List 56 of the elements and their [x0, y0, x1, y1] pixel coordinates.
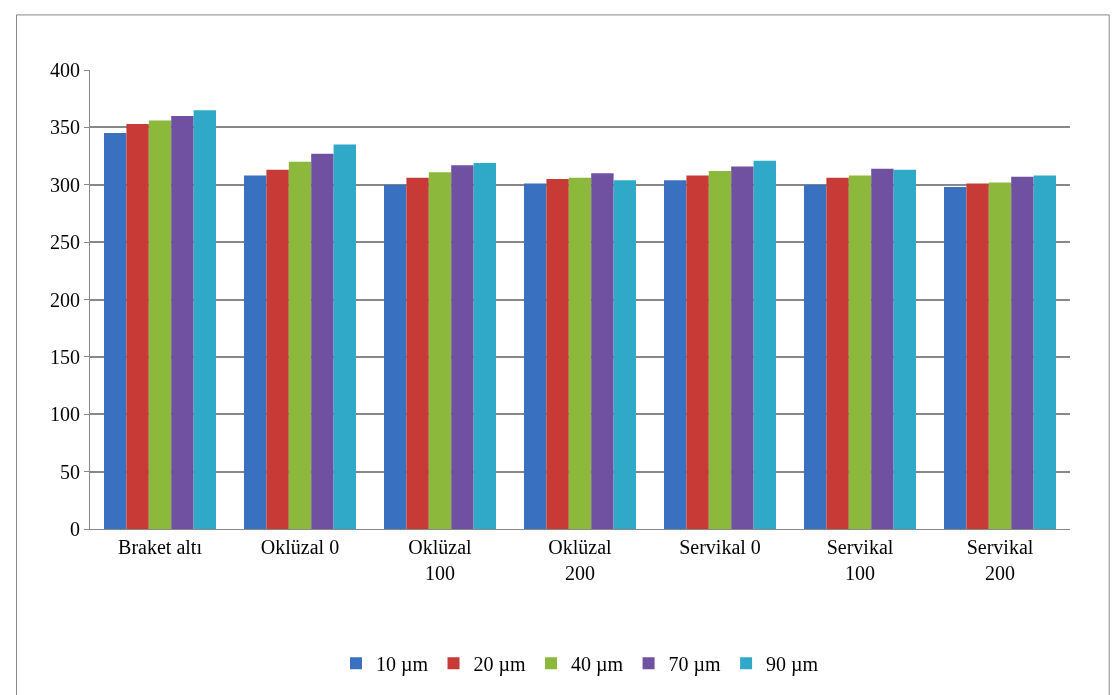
x-tick-label: Oklüzal 200 — [548, 536, 613, 584]
y-tick-label: 50 — [60, 460, 80, 483]
x-tick-label: Oklüzal 0 — [260, 536, 340, 558]
bar — [988, 182, 1012, 529]
x-tick-label: Servikal 200 — [966, 536, 1034, 584]
bar — [428, 172, 452, 529]
bar — [126, 123, 149, 529]
bar — [871, 168, 894, 529]
bar — [753, 160, 776, 529]
y-tick-label: 200 — [50, 288, 80, 311]
bar — [591, 173, 614, 529]
bar — [333, 144, 356, 529]
bar — [266, 169, 289, 529]
bar — [708, 170, 732, 529]
bar — [244, 175, 267, 529]
bar — [193, 110, 216, 529]
y-tick-label: 350 — [50, 116, 80, 139]
bar — [546, 179, 569, 529]
bar — [826, 177, 849, 529]
legend-label: 10 µm — [376, 653, 429, 677]
y-tick-label: 100 — [50, 403, 80, 426]
x-tick-label: Oklüzal 100 — [408, 536, 473, 584]
bar — [451, 165, 474, 529]
bar — [171, 115, 194, 529]
x-tick-label: Braket altı — [118, 536, 203, 558]
bar — [804, 184, 827, 529]
bar — [686, 175, 709, 529]
bar — [966, 183, 989, 529]
bar — [613, 180, 636, 529]
bar — [848, 175, 872, 529]
bar — [1033, 175, 1056, 529]
bar — [524, 183, 547, 529]
bar — [944, 187, 967, 529]
y-tick-label: 150 — [50, 345, 80, 368]
y-tick-label: 300 — [50, 173, 80, 196]
bar — [568, 177, 592, 529]
y-tick-label: 400 — [50, 59, 80, 81]
y-tick-label: 250 — [50, 231, 80, 254]
bar — [1011, 176, 1034, 529]
bar — [311, 153, 334, 529]
bar — [148, 120, 172, 529]
bar — [893, 169, 916, 529]
y-tick-label: 0 — [70, 518, 80, 540]
bar — [104, 133, 127, 529]
x-tick-label: Servikal 100 — [826, 536, 894, 584]
bar — [406, 177, 429, 529]
x-tick-label: Servikal 0 — [679, 536, 761, 558]
legend-label: 70 µm — [668, 653, 722, 677]
bar — [473, 162, 496, 529]
bar — [384, 184, 407, 529]
legend-label: 20 µm — [473, 653, 527, 677]
legend-label: 40 µm — [571, 653, 624, 677]
bar — [731, 166, 754, 529]
bar — [288, 161, 312, 529]
legend-label: 90 µm — [766, 653, 819, 677]
bar — [664, 180, 687, 529]
